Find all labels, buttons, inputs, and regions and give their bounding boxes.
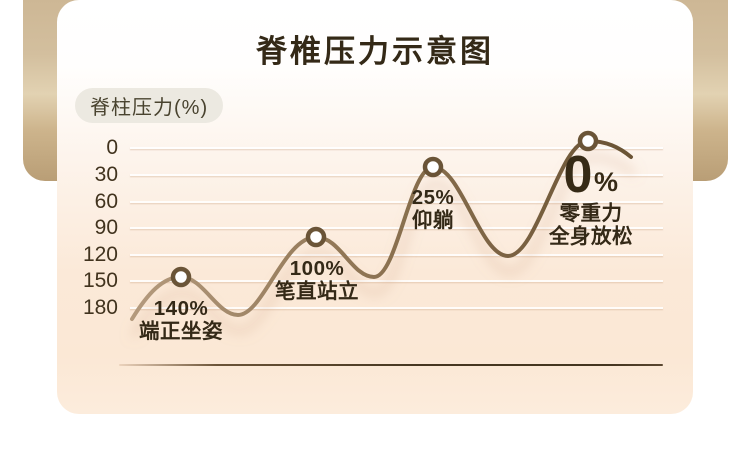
annotation-standing: 100% 笔直站立 [275, 257, 359, 303]
gridline [130, 307, 663, 309]
gridline [130, 254, 663, 256]
annotation-label: 笔直站立 [275, 279, 359, 303]
percent-sign: % [593, 167, 619, 197]
data-point-marker-sitting [170, 266, 192, 288]
gridline [130, 280, 663, 282]
y-axis-label: 脊柱压力(%) [75, 88, 224, 123]
chart-title: 脊椎压力示意图 [256, 34, 494, 69]
annotation-lying: 25% 仰躺 [411, 186, 455, 232]
gridline [130, 201, 663, 203]
annotation-value: 25% [411, 186, 455, 209]
chart-card [57, 0, 693, 414]
annotation-zero-gravity: 0 % 零重力 全身放松 [549, 146, 633, 248]
data-point-marker-zero-g [577, 130, 599, 152]
y-axis-tick: 180 [82, 296, 118, 319]
y-axis-tick: 60 [94, 190, 118, 213]
annotation-value: 100% [289, 257, 345, 280]
annotation-label: 端正坐姿 [139, 319, 223, 343]
pressure-curve [130, 138, 633, 321]
zero-value: 0 [563, 146, 593, 204]
gridline [130, 147, 663, 149]
y-axis: 0 30 60 90 120 150 180 [70, 0, 118, 472]
data-point-marker-lying [422, 156, 444, 178]
annotation-label: 仰躺 [412, 208, 454, 232]
gridline [130, 174, 663, 176]
y-axis-tick: 30 [94, 163, 118, 186]
annotation-value: 0 % [549, 146, 633, 204]
annotation-label-2: 全身放松 [549, 225, 633, 248]
annotation-value: 140% [153, 297, 209, 320]
x-axis-line [119, 364, 663, 367]
y-axis-tick: 120 [82, 243, 118, 266]
y-axis-tick: 150 [82, 269, 118, 292]
data-point-marker-standing [305, 226, 327, 248]
annotation-sitting: 140% 端正坐姿 [139, 297, 223, 343]
annotation-label: 零重力 [559, 202, 623, 225]
y-axis-tick: 90 [94, 216, 118, 239]
y-axis-tick: 0 [106, 136, 118, 159]
gridline [130, 227, 663, 229]
